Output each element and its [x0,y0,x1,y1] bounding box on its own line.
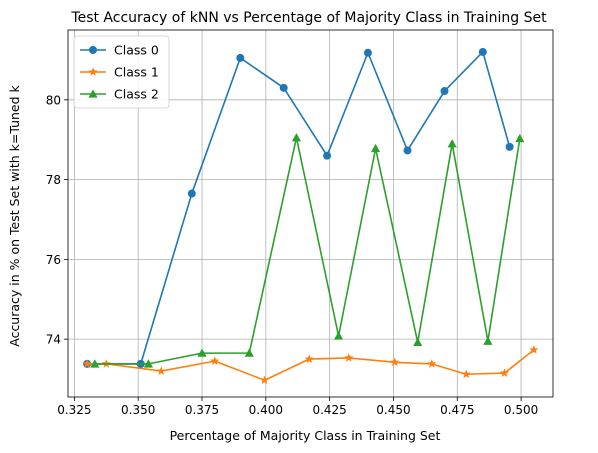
x-tick-label: 0.350 [121,403,155,417]
legend-marker [88,67,98,76]
data-point-class-2 [90,359,100,368]
data-point-class-0 [236,53,245,62]
legend-item-class-2: Class 2 [80,87,159,102]
x-axis-label: Percentage of Majority Class in Training… [170,428,441,443]
legend-label: Class 0 [114,43,159,58]
data-point-class-2 [244,348,254,357]
ticks-layer: 0.325 0.350 0.375 0.400 0.425 0.450 0.475 0.500… [46,93,539,417]
legend-marker [89,46,97,54]
data-point-class-1 [344,353,354,362]
y-axis-label: Accuracy in % on Test Set with k=Tuned k [7,84,22,346]
data-point-class-2 [143,359,154,368]
x-tick-label: 0.475 [440,403,474,417]
y-tick-label: 80 [46,93,61,107]
series-line-class-1 [87,349,535,382]
data-point-class-1 [82,359,92,368]
plot-frame [67,29,554,398]
data-point-class-0 [440,87,449,96]
data-point-class-1 [156,366,166,375]
y-tick-label: 78 [46,173,61,187]
x-tick-label: 0.375 [185,403,219,417]
legend-box [73,35,170,109]
data-point-class-1 [529,345,539,354]
data-point-class-2 [333,331,344,340]
data-point-class-2 [447,139,457,148]
data-point-class-2 [291,133,302,142]
data-point-class-2 [413,337,423,347]
x-tick-label: 0.400 [249,403,283,417]
data-point-class-2 [515,133,525,143]
data-point-class-1 [461,369,471,379]
data-point-class-0 [478,47,487,56]
legend: Class 0 Class 1 Class 2 [73,35,170,109]
data-point-class-0 [403,146,412,155]
data-point-class-0 [279,83,288,92]
y-tick-label: 74 [46,333,61,347]
data-point-class-0 [187,189,196,198]
data-point-class-0 [505,142,514,151]
x-tick-label: 0.500 [504,403,538,417]
series-class-2 [90,133,525,368]
data-point-class-1 [210,356,220,365]
data-point-class-0 [323,151,332,160]
series-class-1 [82,345,539,385]
y-tick-label: 76 [46,253,61,267]
legend-label: Class 2 [114,87,159,102]
legend-marker [88,89,98,98]
legend-item-class-0: Class 0 [80,43,159,58]
chart-title: Test Accuracy of kNN vs Percentage of Ma… [70,10,547,26]
data-point-class-2 [197,348,207,357]
x-tick-label: 0.450 [376,403,410,417]
series-layer [82,47,539,385]
data-point-class-2 [483,336,493,345]
x-tick-label: 0.425 [312,403,346,417]
data-point-class-1 [304,354,314,363]
data-point-class-2 [370,143,381,153]
x-tick-label: 0.325 [57,403,91,417]
data-point-class-1 [390,357,400,367]
legend-label: Class 1 [114,65,159,80]
data-point-class-1 [259,375,270,385]
data-point-class-0 [363,48,372,57]
legend-item-class-1: Class 1 [80,65,159,80]
data-point-class-1 [427,359,437,368]
data-point-class-1 [499,368,510,377]
